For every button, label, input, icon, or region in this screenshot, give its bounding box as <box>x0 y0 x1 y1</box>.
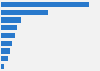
Bar <box>1 2 89 7</box>
Bar <box>1 56 8 61</box>
Bar <box>1 25 17 30</box>
Bar <box>1 41 12 46</box>
Bar <box>1 48 10 54</box>
Bar <box>1 33 15 38</box>
Bar <box>1 17 21 23</box>
Bar <box>1 64 4 69</box>
Bar <box>1 10 48 15</box>
